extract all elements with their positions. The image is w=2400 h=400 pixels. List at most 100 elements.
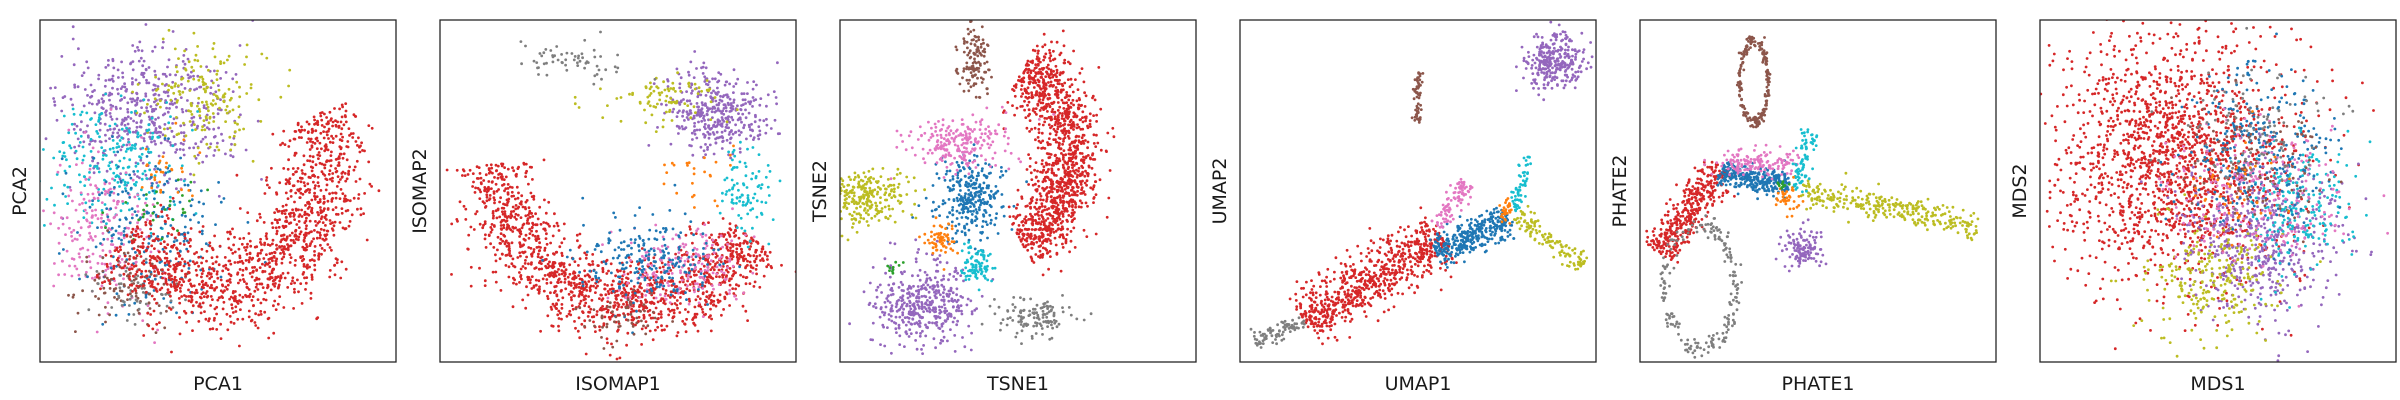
data-point	[187, 279, 191, 283]
data-point	[210, 275, 214, 279]
data-point	[60, 259, 64, 263]
data-point	[94, 235, 97, 238]
data-point	[305, 189, 308, 192]
data-point	[498, 200, 501, 204]
data-point	[164, 293, 168, 296]
data-point	[260, 178, 263, 181]
data-point	[743, 229, 747, 233]
data-point	[730, 239, 734, 243]
data-point	[84, 178, 88, 181]
data-point	[693, 125, 696, 128]
data-point	[103, 122, 107, 126]
data-point	[284, 191, 288, 195]
data-point	[87, 255, 91, 258]
data-point	[216, 69, 219, 73]
data-point	[694, 111, 697, 114]
data-point	[256, 252, 260, 255]
data-point	[329, 177, 332, 181]
data-point	[86, 248, 90, 252]
data-point	[98, 128, 102, 132]
data-point	[144, 223, 148, 227]
data-point	[222, 95, 226, 99]
data-point	[748, 102, 752, 106]
data-point	[765, 117, 768, 121]
data-point	[120, 238, 123, 242]
data-point	[144, 302, 148, 306]
data-point	[83, 208, 87, 212]
data-point	[689, 275, 693, 279]
data-point	[297, 189, 301, 193]
data-point	[71, 199, 74, 203]
data-point	[729, 130, 733, 133]
data-point	[328, 169, 332, 173]
data-point	[606, 296, 610, 300]
data-point	[561, 296, 565, 300]
data-point	[80, 110, 84, 114]
data-point	[693, 82, 697, 86]
data-point	[710, 246, 714, 250]
data-point	[306, 182, 310, 186]
data-point	[251, 159, 255, 163]
data-point	[182, 243, 186, 246]
data-point	[652, 89, 656, 93]
data-point	[733, 166, 736, 169]
data-point	[485, 190, 489, 194]
data-point	[247, 315, 251, 319]
data-point	[491, 216, 495, 220]
data-point	[126, 251, 130, 255]
data-point	[531, 233, 535, 237]
data-point	[318, 236, 322, 240]
data-point	[306, 131, 310, 135]
data-point	[591, 263, 595, 266]
data-point	[754, 98, 758, 101]
data-point	[315, 317, 319, 321]
data-point	[691, 258, 695, 261]
data-point	[747, 123, 751, 127]
data-point	[768, 250, 772, 254]
data-point	[557, 268, 560, 271]
data-point	[626, 331, 630, 335]
data-point	[85, 211, 89, 215]
data-point	[687, 70, 690, 74]
data-point	[472, 228, 476, 231]
data-point	[113, 296, 116, 299]
data-point	[691, 138, 694, 141]
data-point	[721, 140, 724, 144]
data-point	[625, 343, 628, 347]
data-point	[249, 83, 253, 86]
data-point	[157, 116, 160, 120]
data-point	[330, 200, 334, 203]
data-point	[89, 266, 93, 270]
data-point	[343, 172, 347, 175]
data-point	[115, 174, 119, 178]
data-point	[185, 247, 189, 251]
data-point	[262, 297, 266, 301]
data-point	[269, 288, 273, 292]
data-point	[344, 109, 348, 113]
data-point	[718, 123, 722, 126]
data-point	[603, 283, 607, 286]
data-point	[527, 182, 530, 186]
data-point	[529, 246, 533, 250]
data-point	[744, 282, 748, 286]
data-point	[172, 263, 176, 267]
data-point	[138, 301, 142, 304]
data-point	[274, 308, 278, 311]
data-point	[529, 191, 533, 195]
data-point	[686, 260, 690, 263]
data-point	[71, 295, 75, 299]
data-point	[116, 68, 120, 72]
data-point	[706, 106, 709, 110]
data-point	[206, 105, 210, 109]
data-point	[325, 133, 329, 137]
data-point	[150, 186, 154, 190]
data-point	[67, 131, 71, 135]
data-point	[131, 290, 134, 293]
data-point	[217, 194, 221, 198]
data-point	[131, 97, 135, 101]
data-point	[328, 275, 332, 279]
data-point	[752, 138, 755, 142]
data-point	[212, 42, 216, 45]
data-point	[203, 310, 206, 313]
data-point	[186, 57, 190, 61]
